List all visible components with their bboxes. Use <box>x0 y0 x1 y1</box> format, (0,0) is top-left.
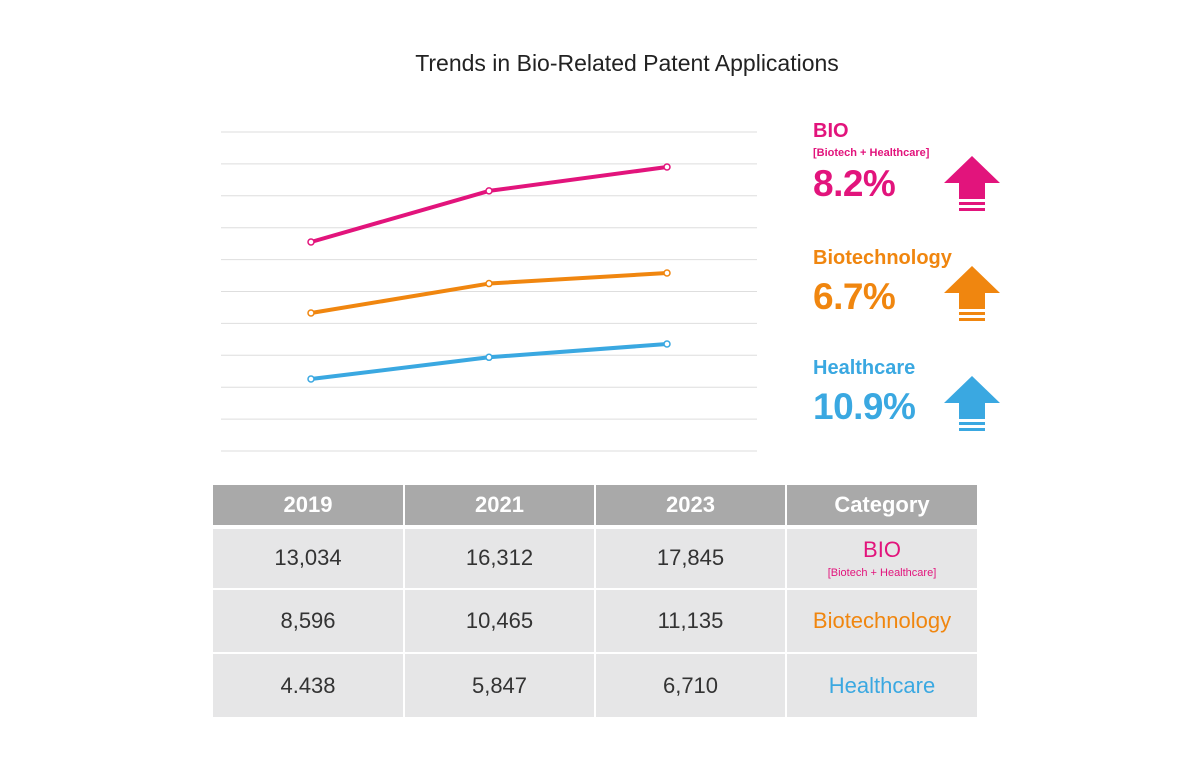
table-row: 8,596 10,465 11,135 Biotechnology <box>213 588 977 655</box>
table-cell: 8,596 <box>213 588 405 655</box>
table-cell: 6,710 <box>595 653 787 717</box>
data-table: 2019 2021 2023 Category 13,034 16,312 17… <box>213 485 977 717</box>
table-cell: 11,135 <box>595 588 787 655</box>
up-arrow-icon <box>944 376 1000 431</box>
category-sub: [Biotech + Healthcare] <box>827 567 937 580</box>
legend-bio-sub: [Biotech + Healthcare] <box>813 147 930 159</box>
category-name: BIO <box>863 537 901 563</box>
data-point-healthcare-2023 <box>663 340 671 348</box>
data-point-bio-2019 <box>307 238 315 246</box>
table-cell: 17,845 <box>595 527 787 590</box>
series-line-bio <box>310 165 668 244</box>
table-header-row: 2019 2021 2023 Category <box>213 485 977 529</box>
legend-biotechnology-name: Biotechnology <box>813 247 952 269</box>
table-cell: 16,312 <box>404 527 596 590</box>
data-point-biotechnology-2021 <box>485 279 493 288</box>
legend-bio-growth: 8.2% <box>813 163 896 204</box>
header-category: Category <box>786 485 977 529</box>
header-2021: 2021 <box>404 485 596 529</box>
table-row: 4.438 5,847 6,710 Healthcare <box>213 653 977 717</box>
header-2019: 2019 <box>213 485 405 529</box>
category-name: Biotechnology <box>812 607 952 633</box>
series-line-biotechnology <box>310 271 668 315</box>
table-cell: 5,847 <box>404 653 596 717</box>
legend-biotechnology: Biotechnology 6.7% <box>813 247 952 315</box>
data-point-healthcare-2021 <box>485 353 493 362</box>
data-point-biotechnology-2019 <box>307 309 315 317</box>
chart-title: Trends in Bio-Related Patent Application… <box>415 50 839 76</box>
table-cell-category: Biotechnology <box>786 588 977 655</box>
legend-healthcare-name: Healthcare <box>813 357 916 379</box>
header-2023: 2023 <box>595 485 787 529</box>
table-row: 13,034 16,312 17,845 BIO [Biotech + Heal… <box>213 527 977 590</box>
up-arrow-icon <box>944 156 1000 211</box>
data-point-bio-2023 <box>663 163 671 171</box>
table-cell: 10,465 <box>404 588 596 655</box>
data-point-biotechnology-2023 <box>663 269 671 277</box>
table-cell-category: BIO [Biotech + Healthcare] <box>786 527 977 590</box>
table-cell-category: Healthcare <box>786 653 977 717</box>
category-name: Healthcare <box>828 672 936 698</box>
data-point-bio-2021 <box>485 187 493 195</box>
legend-healthcare-growth: 10.9% <box>813 386 916 427</box>
up-arrow-icon <box>944 266 1000 321</box>
legend-bio-name: BIO <box>813 120 849 142</box>
legend-healthcare: Healthcare 10.9% <box>813 357 916 427</box>
table-cell: 4.438 <box>213 653 405 717</box>
series-line-healthcare <box>310 342 668 381</box>
legend-biotechnology-growth: 6.7% <box>813 276 896 317</box>
table-cell: 13,034 <box>213 527 405 590</box>
legend-bio: BIO [Biotech + Healthcare] 8.2% <box>813 120 929 202</box>
data-point-healthcare-2019 <box>307 375 315 383</box>
